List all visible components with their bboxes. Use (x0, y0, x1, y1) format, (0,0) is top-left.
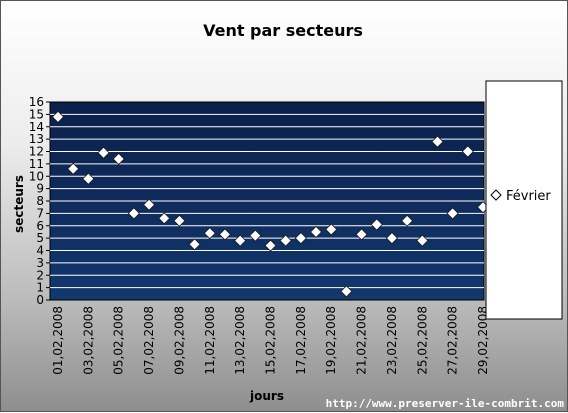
y-tick-label: 4 (36, 244, 44, 258)
data-point (188, 238, 201, 251)
legend-box (485, 80, 563, 320)
x-tick-label: 07,02,2008 (142, 306, 156, 375)
y-tick-label: 13 (29, 132, 44, 146)
y-tick-label: 8 (36, 194, 44, 208)
y-tick-label: 10 (29, 169, 44, 183)
x-tick-label: 15,02,2008 (264, 306, 278, 375)
data-point (51, 110, 65, 123)
legend: Février (485, 80, 563, 320)
data-point (431, 135, 444, 148)
x-tick-label: 27,02,2008 (446, 306, 460, 375)
legend-label: Février (506, 189, 551, 204)
x-axis-ticks: 01,02,2008 03,02,2008 05,02,2008 07,02,2008… (51, 306, 490, 375)
data-point (173, 214, 186, 227)
data-point (446, 207, 459, 220)
data-point (158, 212, 171, 225)
x-axis-label: jours (249, 389, 284, 403)
y-tick-label: 2 (36, 268, 44, 282)
data-point (127, 207, 140, 220)
x-tick-label: 25,02,2008 (415, 306, 429, 375)
y-tick-label: 11 (29, 157, 44, 171)
x-tick-label: 01,02,2008 (51, 306, 65, 375)
data-point (143, 198, 156, 211)
y-tick-label: 3 (36, 256, 44, 270)
data-point (82, 172, 95, 185)
x-tick-label: 03,02,2008 (81, 306, 95, 375)
y-tick-label: 14 (29, 120, 44, 134)
data-point (67, 162, 80, 175)
data-point (112, 152, 125, 165)
y-tick-label: 16 (29, 95, 44, 109)
x-tick-label: 21,02,2008 (355, 306, 369, 375)
x-tick-label: 29,02,2008 (476, 306, 490, 375)
y-axis-label: secteurs (12, 175, 26, 233)
data-point (461, 145, 474, 158)
data-point (218, 228, 232, 241)
data-point (416, 234, 429, 247)
data-point (294, 232, 307, 245)
y-tick-label: 7 (36, 206, 44, 220)
data-point (340, 285, 353, 298)
data-point (234, 234, 247, 247)
y-tick-label: 5 (36, 231, 44, 245)
data-point (355, 228, 368, 241)
data-markers (51, 110, 490, 298)
y-tick-label: 12 (29, 145, 44, 159)
x-tick-label: 19,02,2008 (324, 306, 338, 375)
x-tick-label: 05,02,2008 (112, 306, 126, 375)
chart-title: Vent par secteurs (203, 21, 363, 40)
data-point (97, 146, 110, 159)
data-point (401, 214, 414, 227)
y-tick-label: 1 (36, 281, 44, 295)
y-tick-label: 0 (36, 293, 44, 307)
y-tick-label: 15 (29, 107, 44, 121)
legend-diamond-icon (490, 189, 502, 201)
data-point (264, 239, 277, 252)
x-tick-label: 23,02,2008 (385, 306, 399, 375)
x-tick-label: 11,02,2008 (203, 306, 217, 375)
data-point (385, 232, 398, 245)
x-tick-label: 09,02,2008 (172, 306, 186, 375)
data-point (249, 229, 262, 242)
footer-url: http://www.preserver-ile-combrit.com (326, 397, 565, 410)
data-point (203, 227, 216, 240)
x-tick-label: 17,02,2008 (294, 306, 308, 375)
data-point (309, 225, 323, 239)
data-point (325, 223, 338, 236)
data-point (279, 234, 292, 247)
data-point (370, 218, 383, 231)
gridlines (50, 113, 484, 289)
y-tick-label: 9 (36, 182, 44, 196)
x-tick-label: 13,02,2008 (233, 306, 247, 375)
y-tick-label: 6 (36, 219, 44, 233)
